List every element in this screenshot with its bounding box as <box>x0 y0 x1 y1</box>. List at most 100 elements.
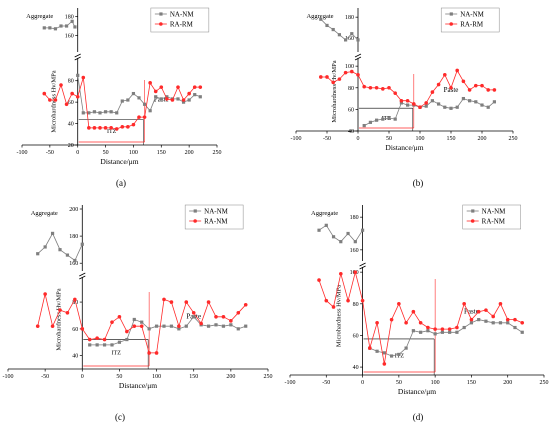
axis-break-mark <box>79 272 86 277</box>
data-point-square <box>162 324 166 328</box>
data-point-square <box>375 349 379 353</box>
legend-box <box>440 7 500 33</box>
panel-caption: (c) <box>115 412 125 422</box>
y-tick-label: 160 <box>350 248 359 254</box>
legend-marker-square <box>449 12 453 16</box>
data-point-circle <box>221 315 226 319</box>
data-point-square <box>214 323 218 327</box>
data-point-square <box>356 38 360 42</box>
data-point-square <box>455 330 459 334</box>
series-line <box>318 272 523 364</box>
data-point-circle <box>375 320 379 325</box>
y-tick-label: 80 <box>348 86 354 92</box>
data-point-circle <box>198 85 203 89</box>
data-point-circle <box>137 115 141 119</box>
data-point-circle <box>50 324 55 328</box>
data-point-square <box>484 319 488 323</box>
data-point-circle <box>43 292 47 296</box>
axis-break-mark <box>359 262 366 267</box>
data-point-square <box>331 27 335 32</box>
series-line <box>318 224 363 243</box>
data-point-circle <box>476 309 481 314</box>
data-point-square <box>324 223 328 227</box>
data-point-square <box>184 324 188 328</box>
data-point-circle <box>147 351 151 355</box>
data-point-square <box>486 105 490 109</box>
x-tick-label: -100 <box>291 136 302 142</box>
data-point-square <box>426 329 430 333</box>
data-point-circle <box>356 73 360 77</box>
data-point-circle <box>59 83 63 87</box>
data-point-square <box>181 100 186 104</box>
data-point-circle <box>346 298 350 303</box>
data-point-circle <box>114 127 119 131</box>
data-point-square <box>87 111 91 115</box>
data-point-circle <box>126 124 130 129</box>
data-point-square <box>177 327 181 331</box>
data-point-circle <box>374 85 379 90</box>
x-tick-label: 200 <box>226 374 235 380</box>
x-tick-label: 150 <box>447 136 456 142</box>
x-tick-label: 0 <box>81 374 84 380</box>
y-tick-label: 160 <box>69 261 78 267</box>
data-point-circle <box>159 85 164 89</box>
data-point-square <box>477 318 481 322</box>
data-point-circle <box>353 270 358 274</box>
data-point-circle <box>65 310 70 315</box>
data-point-square <box>95 343 99 347</box>
data-point-square <box>462 325 466 330</box>
data-point-circle <box>187 91 191 96</box>
y-tick-label: 60 <box>353 333 359 339</box>
data-point-circle <box>505 317 510 322</box>
data-point-circle <box>42 91 47 96</box>
data-point-square <box>92 110 97 114</box>
data-point-circle <box>109 126 113 130</box>
data-point-circle <box>125 329 129 334</box>
data-point-circle <box>474 83 478 88</box>
y-tick-label: 180 <box>350 215 359 221</box>
data-point-circle <box>350 69 354 74</box>
series-line <box>369 319 523 357</box>
data-point-square <box>64 24 69 28</box>
y-tick-label: 200 <box>69 207 78 213</box>
data-point-circle <box>192 85 197 89</box>
data-point-square <box>193 93 197 97</box>
data-point-circle <box>176 85 180 89</box>
series-line <box>89 316 246 346</box>
series-line <box>364 98 495 126</box>
data-point-circle <box>165 97 169 101</box>
data-point-square <box>115 111 119 115</box>
data-point-circle <box>53 98 58 102</box>
data-point-square <box>520 330 524 334</box>
data-point-circle <box>148 81 152 85</box>
data-point-circle <box>131 122 136 127</box>
data-point-square <box>206 324 211 328</box>
data-point-square <box>468 99 472 103</box>
x-tick-label: 150 <box>157 150 166 156</box>
data-point-square <box>120 99 124 103</box>
axis-break-mark <box>359 265 366 270</box>
x-tick-label: 50 <box>116 374 122 380</box>
data-point-circle <box>162 297 166 302</box>
data-point-square <box>339 240 343 244</box>
y-tick-label: 160 <box>345 36 354 42</box>
data-point-square <box>236 327 240 331</box>
x-tick-label: -50 <box>41 374 49 380</box>
data-point-square <box>419 330 423 334</box>
data-point-square <box>70 19 74 23</box>
data-point-circle <box>120 124 125 129</box>
data-point-circle <box>343 70 348 75</box>
data-point-circle <box>368 346 372 350</box>
x-tick-label: 200 <box>478 136 487 142</box>
data-point-circle <box>405 98 410 103</box>
data-point-circle <box>243 302 248 307</box>
chart-panel: -100 -50 0 50 100 150 200 250 Distance/μm 40 60 80 1… <box>3 204 273 422</box>
data-point-square <box>433 332 437 336</box>
data-point-circle <box>103 126 108 130</box>
data-point-circle <box>236 310 241 315</box>
data-point-square <box>102 343 107 347</box>
x-tick-label: 50 <box>103 150 109 156</box>
data-point-square <box>98 111 102 115</box>
itz-label: ITZ <box>107 129 117 135</box>
data-point-circle <box>498 302 503 306</box>
